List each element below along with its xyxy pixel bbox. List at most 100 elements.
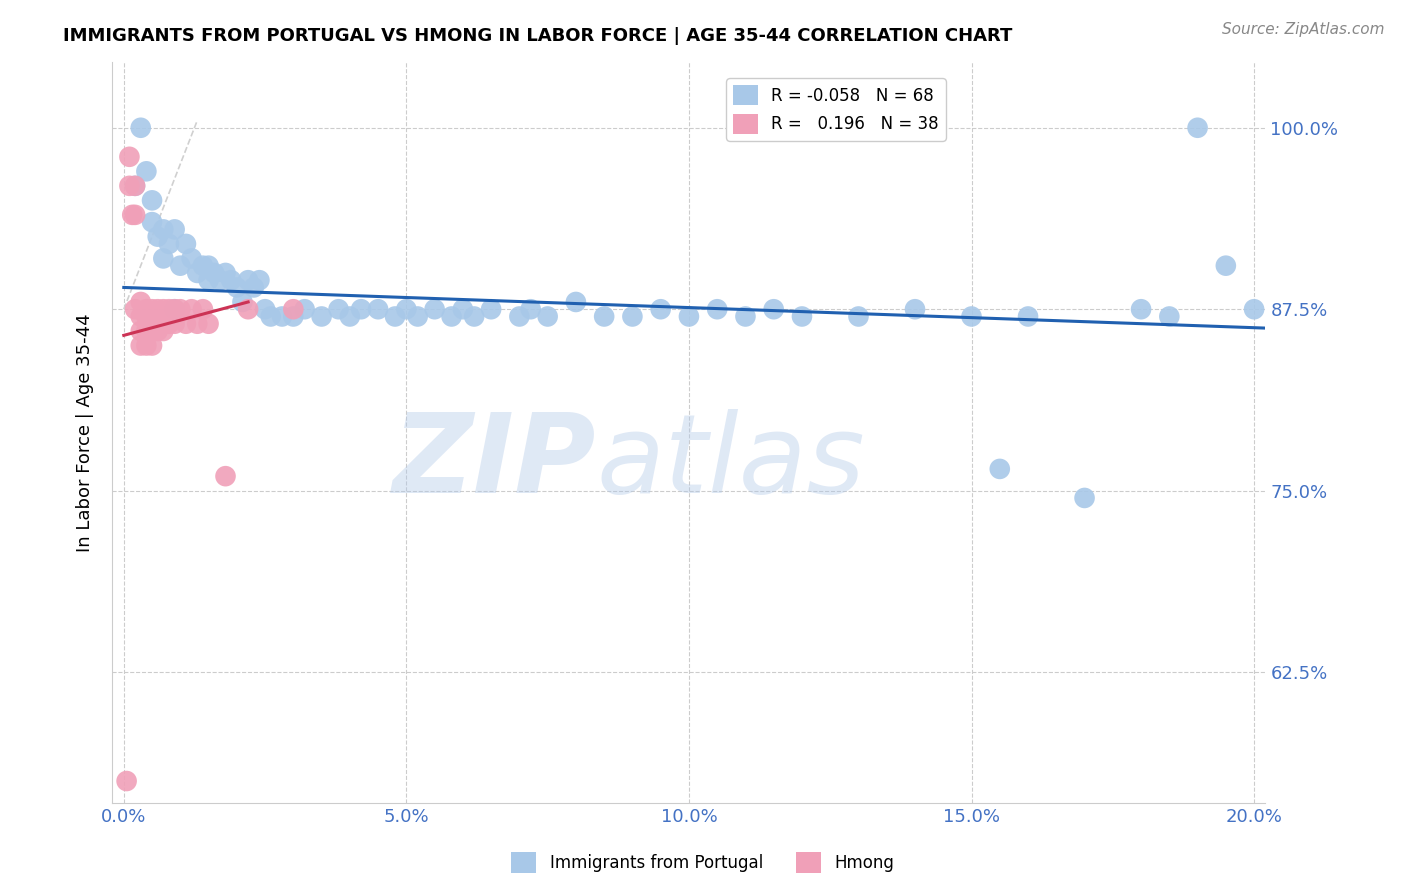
Point [423,302,446,317]
Point [1243,302,1265,317]
Point [1130,302,1153,317]
Point [135,302,157,317]
Point [163,302,186,317]
Point [384,310,406,324]
Point [141,302,163,317]
Text: IMMIGRANTS FROM PORTUGAL VS HMONG IN LABOR FORCE | AGE 35-44 CORRELATION CHART: IMMIGRANTS FROM PORTUGAL VS HMONG IN LAB… [63,27,1012,45]
Point [152,310,174,324]
Point [135,310,157,324]
Point [762,302,785,317]
Point [1187,120,1209,135]
Point [451,302,474,317]
Point [440,310,463,324]
Text: atlas: atlas [596,409,865,516]
Point [197,317,219,331]
Point [180,252,202,266]
Point [202,266,225,280]
Point [260,310,283,324]
Point [790,310,813,324]
Point [706,302,728,317]
Point [146,310,169,324]
Point [406,310,429,324]
Point [157,302,180,317]
Point [254,302,277,317]
Point [367,302,389,317]
Point [169,259,191,273]
Y-axis label: In Labor Force | Age 35-44: In Labor Force | Age 35-44 [76,313,94,552]
Point [174,317,197,331]
Point [141,324,163,338]
Point [146,229,169,244]
Point [1073,491,1095,505]
Point [124,302,146,317]
Point [395,302,418,317]
Point [141,338,163,352]
Point [1159,310,1181,324]
Point [135,324,157,338]
Point [163,222,186,236]
Point [124,208,146,222]
Point [519,302,541,317]
Point [339,310,361,324]
Point [283,310,305,324]
Point [152,324,174,338]
Point [124,178,146,193]
Point [129,338,152,352]
Point [129,295,152,310]
Point [463,310,485,324]
Point [350,302,373,317]
Point [988,462,1011,476]
Legend: R = -0.058   N = 68, R =   0.196   N = 38: R = -0.058 N = 68, R = 0.196 N = 38 [727,78,946,141]
Point [191,259,214,273]
Point [135,164,157,178]
Point [960,310,983,324]
Point [650,302,672,317]
Point [328,302,350,317]
Point [508,310,530,324]
Point [236,302,259,317]
Point [208,273,231,287]
Point [271,310,294,324]
Text: ZIP: ZIP [394,409,596,516]
Text: Source: ZipAtlas.com: Source: ZipAtlas.com [1222,22,1385,37]
Point [129,324,152,338]
Point [174,236,197,251]
Point [180,302,202,317]
Point [242,280,264,294]
Point [121,208,143,222]
Point [152,302,174,317]
Point [169,302,191,317]
Point [621,310,644,324]
Legend: Immigrants from Portugal, Hmong: Immigrants from Portugal, Hmong [505,846,901,880]
Point [115,774,138,789]
Point [129,120,152,135]
Point [129,310,152,324]
Point [141,215,163,229]
Point [904,302,927,317]
Point [214,266,236,280]
Point [219,273,242,287]
Point [214,469,236,483]
Point [152,222,174,236]
Point [163,302,186,317]
Point [294,302,316,317]
Point [157,236,180,251]
Point [157,317,180,331]
Point [249,273,271,287]
Point [152,252,174,266]
Point [146,324,169,338]
Point [565,295,588,310]
Point [231,295,253,310]
Point [141,310,163,324]
Point [163,317,186,331]
Point [186,317,208,331]
Point [135,338,157,352]
Point [236,273,259,287]
Point [734,310,756,324]
Point [311,310,333,324]
Point [537,310,560,324]
Point [124,178,146,193]
Point [141,194,163,208]
Point [479,302,502,317]
Point [593,310,616,324]
